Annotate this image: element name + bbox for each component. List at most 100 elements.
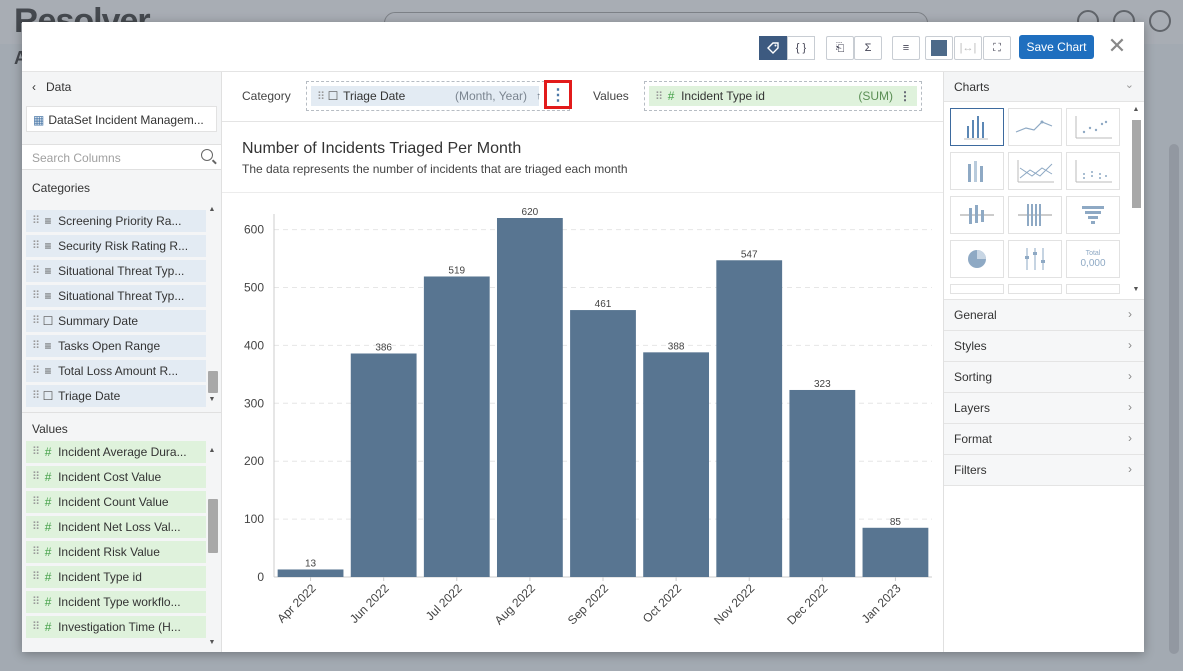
category-item[interactable]: ⠿ ≡ Security Risk Rating R... xyxy=(26,235,206,257)
scroll-thumb[interactable] xyxy=(208,499,218,553)
chart-type-option[interactable] xyxy=(1066,284,1120,294)
category-item[interactable]: ⠿ ≡ Total Loss Amount R... xyxy=(26,360,206,382)
chart-type-option[interactable] xyxy=(950,240,1004,278)
chart-title[interactable]: Number of Incidents Triaged Per Month xyxy=(242,140,522,157)
value-item-label: Incident Net Loss Val... xyxy=(58,520,181,534)
drag-handle-icon[interactable]: ⠿ xyxy=(32,471,40,483)
chart-bar[interactable] xyxy=(423,276,490,577)
code-view-button[interactable]: { } xyxy=(787,36,815,60)
drag-handle-icon[interactable]: ⠿ xyxy=(32,446,40,458)
back-to-data-link[interactable]: ‹ Data xyxy=(32,80,71,94)
drag-handle-icon[interactable]: ⠿ xyxy=(32,290,40,302)
chart-type-option[interactable] xyxy=(950,284,1004,294)
value-item[interactable]: ⠿ # Investigation Time (H... xyxy=(26,616,206,638)
scroll-thumb[interactable] xyxy=(1132,120,1141,208)
drag-handle-icon[interactable]: ⠿ xyxy=(32,215,40,227)
chart-type-option[interactable] xyxy=(1066,152,1120,190)
copy-button[interactable]: ⎗ xyxy=(826,36,854,60)
kebab-menu-icon[interactable]: ⋮ xyxy=(899,89,911,103)
filter-button[interactable]: ≡ xyxy=(892,36,920,60)
drag-handle-icon[interactable]: ⠿ xyxy=(655,90,663,103)
scroll-down-icon[interactable]: ▼ xyxy=(208,639,216,646)
scroll-thumb[interactable] xyxy=(208,371,218,393)
category-item[interactable]: ⠿ ☐ Triage Date xyxy=(26,385,206,407)
scroll-up-icon[interactable]: ▲ xyxy=(208,447,216,454)
categories-scrollbar[interactable]: ▲ ▼ xyxy=(206,206,218,406)
category-item[interactable]: ⠿ ≡ Screening Priority Ra... xyxy=(26,210,206,232)
section-sorting[interactable]: Sorting › xyxy=(944,361,1144,392)
section-general[interactable]: General › xyxy=(944,299,1144,330)
category-field-menu-button[interactable]: ⋮ xyxy=(544,80,572,109)
dataset-label: DataSet Incident Managem... xyxy=(48,113,204,127)
chart-bar[interactable] xyxy=(350,353,417,577)
chart-type-option[interactable] xyxy=(1008,284,1062,294)
chart-bar[interactable] xyxy=(789,389,856,577)
chart-type-option[interactable]: Total 0,000 xyxy=(1066,240,1120,278)
drag-handle-icon[interactable]: ⠿ xyxy=(32,621,40,633)
chart-type-option[interactable] xyxy=(950,152,1004,190)
chart-type-option[interactable] xyxy=(950,196,1004,234)
chart-type-option[interactable] xyxy=(1008,240,1062,278)
chart-bar[interactable] xyxy=(496,218,563,577)
category-item[interactable]: ⠿ ≡ Situational Threat Typ... xyxy=(26,260,206,282)
scroll-down-icon[interactable]: ▼ xyxy=(1132,286,1140,293)
drag-handle-icon[interactable]: ⠿ xyxy=(32,265,40,277)
chart-type-option[interactable] xyxy=(1008,108,1062,146)
chart-bar[interactable] xyxy=(643,352,710,577)
chart-type-option[interactable] xyxy=(1066,108,1120,146)
value-item[interactable]: ⠿ # Incident Count Value xyxy=(26,491,206,513)
chart-bar[interactable] xyxy=(570,310,636,577)
values-field-pill[interactable]: ⠿ # Incident Type id (SUM) ⋮ xyxy=(649,86,917,106)
drag-handle-icon[interactable]: ⠿ xyxy=(32,521,40,533)
value-item[interactable]: ⠿ # Incident Type workflo... xyxy=(26,591,206,613)
tag-view-button[interactable] xyxy=(759,36,787,60)
close-icon[interactable]: ✕ xyxy=(1107,33,1127,58)
value-item[interactable]: ⠿ # Incident Type id xyxy=(26,566,206,588)
drag-handle-icon[interactable]: ⠿ xyxy=(317,90,325,103)
chart-bar[interactable] xyxy=(277,569,344,577)
chart-type-option[interactable] xyxy=(1066,196,1120,234)
save-chart-button[interactable]: Save Chart xyxy=(1019,35,1094,59)
scroll-up-icon[interactable]: ▲ xyxy=(208,206,216,213)
category-drop-zone[interactable]: ⠿ ☐ Triage Date (Month, Year) ↑ xyxy=(306,81,570,111)
values-scrollbar[interactable]: ▲ ▼ xyxy=(206,447,218,649)
drag-handle-icon[interactable]: ⠿ xyxy=(32,596,40,608)
values-drop-zone[interactable]: ⠿ # Incident Type id (SUM) ⋮ xyxy=(644,81,922,111)
drag-handle-icon[interactable]: ⠿ xyxy=(32,240,40,252)
value-item[interactable]: ⠿ # Incident Net Loss Val... xyxy=(26,516,206,538)
section-styles[interactable]: Styles › xyxy=(944,330,1144,361)
section-format[interactable]: Format › xyxy=(944,423,1144,454)
dataset-selector[interactable]: ▦ DataSet Incident Managem... xyxy=(26,106,217,132)
charts-section-header[interactable]: Charts ⌄ xyxy=(944,72,1144,102)
value-item[interactable]: ⠿ # Incident Cost Value xyxy=(26,466,206,488)
value-item[interactable]: ⠿ # Incident Risk Value xyxy=(26,541,206,563)
sum-button[interactable]: Σ xyxy=(854,36,882,60)
chart-type-option[interactable] xyxy=(1008,196,1062,234)
chart-types-scrollbar[interactable]: ▲ ▼ xyxy=(1130,106,1142,296)
chart-type-option[interactable] xyxy=(950,108,1004,146)
chart-bar[interactable] xyxy=(716,260,783,577)
category-item[interactable]: ⠿ ☐ Summary Date xyxy=(26,310,206,332)
drag-handle-icon[interactable]: ⠿ xyxy=(32,365,40,377)
color-button[interactable] xyxy=(925,36,953,60)
drag-handle-icon[interactable]: ⠿ xyxy=(32,340,40,352)
scroll-down-icon[interactable]: ▼ xyxy=(208,396,216,403)
category-item[interactable]: ⠿ ≡ Situational Threat Typ... xyxy=(26,285,206,307)
category-item[interactable]: ⠿ ≡ Tasks Open Range xyxy=(26,335,206,357)
drag-handle-icon[interactable]: ⠿ xyxy=(32,546,40,558)
chart-subtitle[interactable]: The data represents the number of incide… xyxy=(242,162,628,176)
search-columns-input[interactable]: Search Columns xyxy=(22,144,221,170)
category-field-pill[interactable]: ⠿ ☐ Triage Date (Month, Year) ↑ xyxy=(311,86,541,106)
drag-handle-icon[interactable]: ⠿ xyxy=(32,496,40,508)
scroll-up-icon[interactable]: ▲ xyxy=(1132,106,1140,113)
chart-type-option[interactable] xyxy=(1008,152,1062,190)
drag-handle-icon[interactable]: ⠿ xyxy=(32,315,40,327)
chart-bar[interactable] xyxy=(862,527,929,577)
section-filters[interactable]: Filters › xyxy=(944,454,1144,485)
fit-width-button[interactable]: |↔| xyxy=(954,36,982,60)
drag-handle-icon[interactable]: ⠿ xyxy=(32,390,40,402)
value-item[interactable]: ⠿ # Incident Average Dura... xyxy=(26,441,206,463)
fullscreen-button[interactable]: ⛶ xyxy=(983,36,1011,60)
drag-handle-icon[interactable]: ⠿ xyxy=(32,571,40,583)
section-layers[interactable]: Layers › xyxy=(944,392,1144,423)
